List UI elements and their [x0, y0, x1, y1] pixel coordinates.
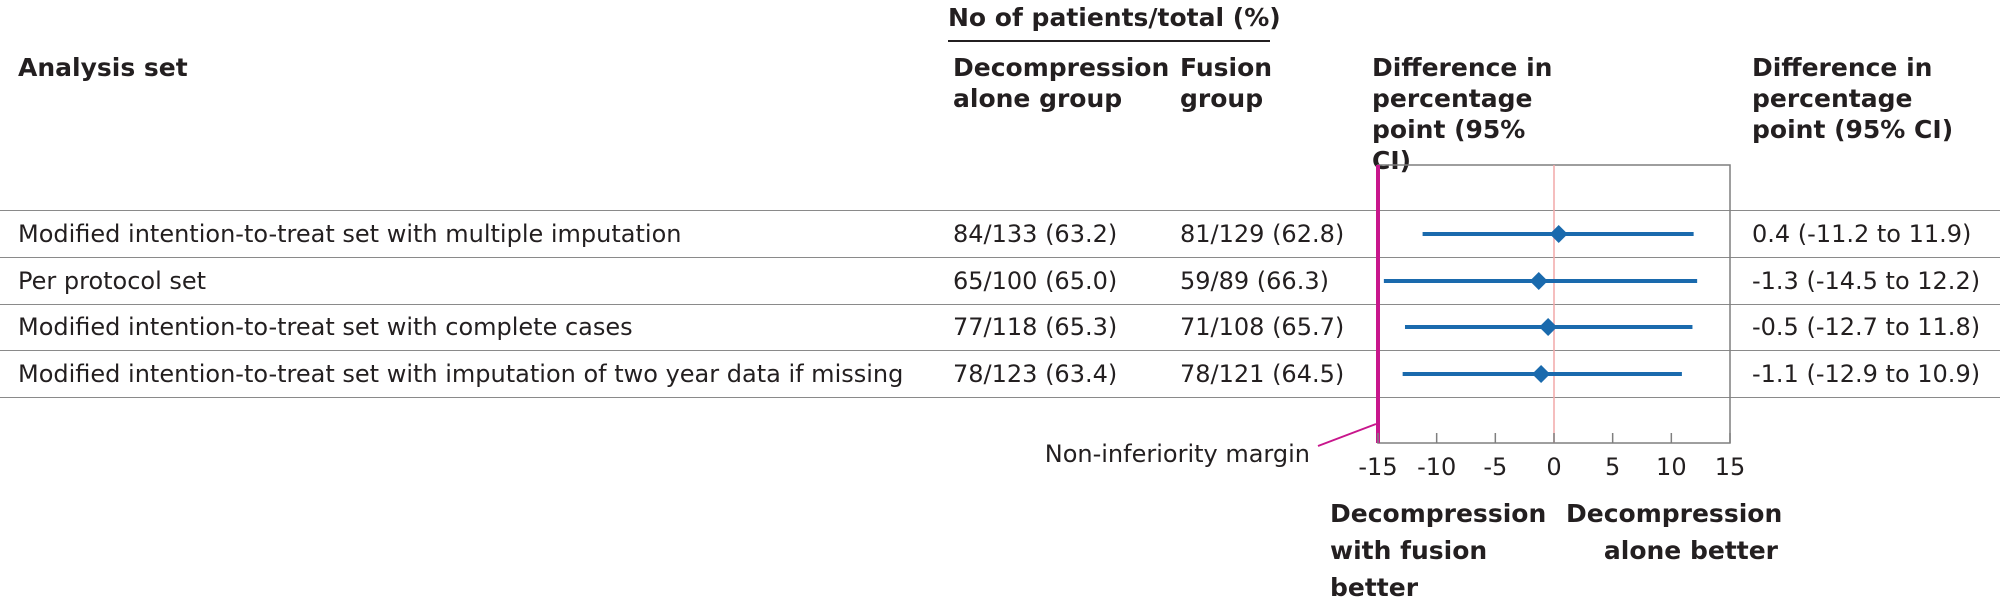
point-estimate: [1532, 365, 1551, 383]
group-caption: No of patients/total (%): [948, 3, 1281, 32]
header-analysis-set: Analysis set: [18, 53, 188, 82]
row-decompression-count: 84/133 (63.2): [953, 220, 1118, 248]
group-caption-underline: [948, 40, 1270, 42]
x-axis-ticks: -15 -10 -5 0 5 10 15: [1358, 433, 1745, 481]
header-difference-text: Difference in percentage point (95% CI): [1752, 53, 1954, 144]
row-difference-ci: -1.3 (-14.5 to 12.2): [1752, 267, 1981, 295]
row-difference-ci: -0.5 (-12.7 to 11.8): [1752, 313, 1981, 341]
row-difference-ci: 0.4 (-11.2 to 11.9): [1752, 220, 1972, 248]
row-label: Modified intention-to-treat set with mul…: [18, 220, 682, 248]
forest-marks: [1383, 225, 1698, 383]
point-estimate: [1539, 318, 1558, 336]
header-decompression-alone: Decompression alone group: [953, 53, 1170, 113]
point-estimate: [1529, 272, 1548, 290]
row-fusion-count: 81/129 (62.8): [1180, 220, 1345, 248]
non-inferiority-label: Non-inferiority margin: [1045, 440, 1310, 468]
favours-left-line: Decompression: [1330, 499, 1547, 528]
favours-left-line: with fusion: [1330, 536, 1488, 565]
row-label: Per protocol set: [18, 267, 207, 295]
header-fusion-group: Fusion group: [1180, 53, 1273, 113]
favours-right-line: Decompression: [1566, 499, 1783, 528]
row-divider: [0, 257, 2000, 258]
x-tick-label: -10: [1417, 453, 1456, 481]
x-tick-label: 0: [1546, 453, 1561, 481]
row-divider-bottom: [0, 397, 2000, 398]
row-fusion-count: 59/89 (66.3): [1180, 267, 1329, 295]
row-decompression-count: 77/118 (65.3): [953, 313, 1118, 341]
favours-left-line: better: [1330, 573, 1419, 602]
row-decompression-count: 78/123 (63.4): [953, 360, 1118, 388]
non-inferiority-pointer: [1317, 423, 1377, 447]
row-divider-top: [0, 210, 2000, 211]
row-divider: [0, 304, 2000, 305]
point-estimate: [1549, 225, 1568, 243]
x-tick-label: 5: [1605, 453, 1620, 481]
favours-right-line: alone better: [1603, 536, 1778, 565]
x-tick-label: -15: [1358, 453, 1397, 481]
x-tick-label: 10: [1656, 453, 1687, 481]
row-difference-ci: -1.1 (-12.9 to 10.9): [1752, 360, 1981, 388]
favours-right: Decompression alone better: [1566, 495, 1783, 569]
row-fusion-count: 71/108 (65.7): [1180, 313, 1345, 341]
x-tick-label: -5: [1483, 453, 1507, 481]
row-decompression-count: 65/100 (65.0): [953, 267, 1118, 295]
x-tick-label: 15: [1715, 453, 1746, 481]
row-label: Modified intention-to-treat set with com…: [18, 313, 633, 341]
header-difference-plot: Difference in percentage point (95% CI): [1372, 53, 1553, 175]
row-divider: [0, 350, 2000, 351]
row-label: Modified intention-to-treat set with imp…: [18, 360, 904, 388]
favours-left: Decompression with fusion better: [1330, 495, 1546, 606]
row-fusion-count: 78/121 (64.5): [1180, 360, 1345, 388]
